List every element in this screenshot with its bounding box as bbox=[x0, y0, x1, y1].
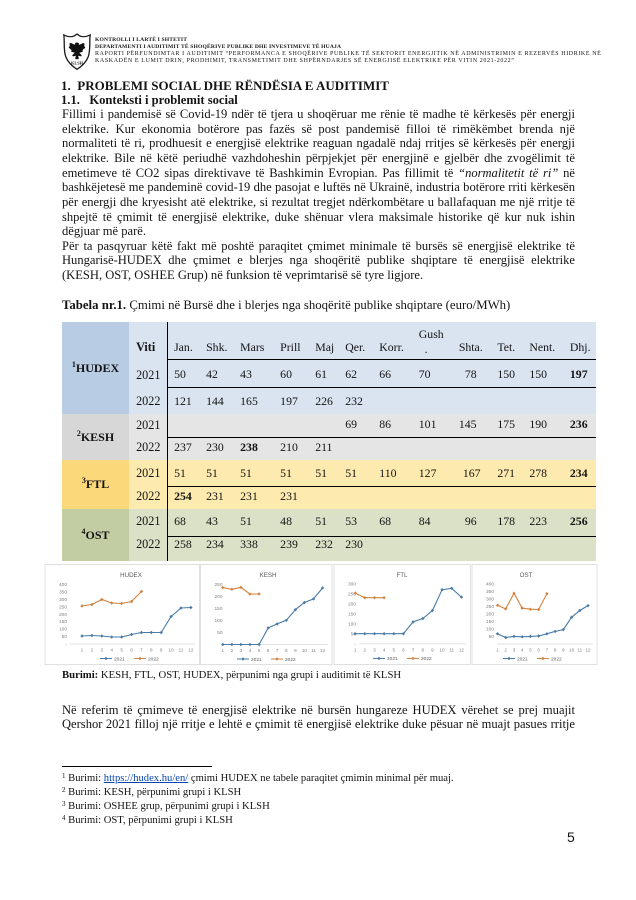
svg-text:5: 5 bbox=[393, 647, 396, 652]
svg-text:200: 200 bbox=[214, 594, 222, 600]
svg-text:2022: 2022 bbox=[285, 657, 296, 663]
svg-text:100: 100 bbox=[486, 627, 494, 633]
svg-text:2021: 2021 bbox=[387, 656, 398, 662]
svg-text:350: 350 bbox=[59, 589, 67, 595]
svg-text:150: 150 bbox=[486, 619, 494, 625]
svg-text:9: 9 bbox=[562, 648, 565, 653]
svg-text:1: 1 bbox=[496, 648, 499, 653]
svg-text:5: 5 bbox=[258, 648, 261, 653]
svg-text:50: 50 bbox=[351, 632, 357, 638]
svg-text:OST: OST bbox=[520, 572, 533, 579]
svg-text:300: 300 bbox=[486, 597, 494, 603]
svg-text:2022: 2022 bbox=[551, 656, 562, 662]
svg-text:200: 200 bbox=[59, 612, 67, 618]
svg-text:9: 9 bbox=[431, 647, 434, 652]
svg-text:2: 2 bbox=[364, 647, 367, 652]
svg-text:350: 350 bbox=[486, 589, 494, 595]
svg-text:6: 6 bbox=[402, 647, 405, 652]
svg-text:150: 150 bbox=[214, 606, 222, 612]
svg-text:3: 3 bbox=[240, 648, 243, 653]
svg-text:400: 400 bbox=[59, 582, 67, 588]
svg-text:11: 11 bbox=[449, 647, 454, 652]
svg-text:6: 6 bbox=[130, 648, 133, 653]
svg-text:1: 1 bbox=[222, 648, 225, 653]
svg-text:11: 11 bbox=[311, 648, 316, 653]
svg-text:12: 12 bbox=[320, 648, 326, 653]
svg-text:150: 150 bbox=[348, 612, 356, 618]
svg-text:250: 250 bbox=[348, 592, 356, 598]
svg-text:50: 50 bbox=[489, 634, 495, 640]
svg-text:2: 2 bbox=[504, 648, 507, 653]
svg-text:12: 12 bbox=[585, 648, 591, 653]
svg-text:4: 4 bbox=[383, 647, 386, 652]
svg-text:2021: 2021 bbox=[517, 656, 528, 662]
svg-text:10: 10 bbox=[440, 647, 446, 652]
svg-text:1: 1 bbox=[354, 647, 357, 652]
svg-text:HUDEX: HUDEX bbox=[120, 572, 142, 579]
svg-text:2022: 2022 bbox=[421, 656, 432, 662]
svg-text:11: 11 bbox=[179, 648, 184, 653]
svg-text:300: 300 bbox=[348, 582, 356, 588]
svg-text:250: 250 bbox=[214, 582, 222, 588]
svg-text:2022: 2022 bbox=[148, 656, 159, 662]
svg-text:KESH: KESH bbox=[260, 572, 277, 579]
svg-text:250: 250 bbox=[59, 604, 67, 610]
svg-text:4: 4 bbox=[521, 648, 524, 653]
svg-text:8: 8 bbox=[554, 648, 557, 653]
svg-text:400: 400 bbox=[486, 582, 494, 588]
svg-text:10: 10 bbox=[302, 648, 308, 653]
svg-text:10: 10 bbox=[569, 648, 575, 653]
svg-text:300: 300 bbox=[59, 597, 67, 603]
svg-text:4: 4 bbox=[249, 648, 252, 653]
svg-text:7: 7 bbox=[412, 647, 415, 652]
svg-text:FTL: FTL bbox=[396, 572, 408, 579]
svg-text:100: 100 bbox=[59, 627, 67, 633]
svg-text:7: 7 bbox=[546, 648, 549, 653]
svg-text:250: 250 bbox=[486, 604, 494, 610]
svg-text:-: - bbox=[354, 643, 356, 648]
svg-text:2021: 2021 bbox=[251, 657, 262, 663]
svg-text:6: 6 bbox=[537, 648, 540, 653]
svg-text:3: 3 bbox=[373, 647, 376, 652]
svg-text:KLSH: KLSH bbox=[71, 61, 84, 66]
svg-text:9: 9 bbox=[160, 648, 163, 653]
svg-text:-: - bbox=[65, 643, 67, 648]
svg-text:5: 5 bbox=[120, 648, 123, 653]
svg-text:10: 10 bbox=[169, 648, 175, 653]
svg-text:5: 5 bbox=[529, 648, 532, 653]
svg-text:8: 8 bbox=[150, 648, 153, 653]
svg-text:1: 1 bbox=[81, 648, 84, 653]
svg-text:7: 7 bbox=[140, 648, 143, 653]
svg-text:8: 8 bbox=[422, 647, 425, 652]
svg-text:7: 7 bbox=[276, 648, 279, 653]
svg-text:100: 100 bbox=[348, 622, 356, 628]
svg-text:200: 200 bbox=[348, 602, 356, 608]
svg-text:50: 50 bbox=[217, 630, 223, 636]
svg-text:12: 12 bbox=[188, 648, 194, 653]
svg-text:11: 11 bbox=[577, 648, 582, 653]
svg-text:2021: 2021 bbox=[114, 656, 125, 662]
svg-text:2: 2 bbox=[91, 648, 94, 653]
svg-text:4: 4 bbox=[110, 648, 113, 653]
svg-text:50: 50 bbox=[62, 634, 68, 640]
svg-text:150: 150 bbox=[59, 619, 67, 625]
svg-text:-: - bbox=[221, 643, 223, 648]
svg-text:9: 9 bbox=[294, 648, 297, 653]
svg-text:8: 8 bbox=[285, 648, 288, 653]
svg-text:3: 3 bbox=[513, 648, 516, 653]
svg-text:100: 100 bbox=[214, 618, 222, 624]
svg-text:200: 200 bbox=[486, 612, 494, 618]
svg-text:12: 12 bbox=[459, 647, 465, 652]
svg-text:6: 6 bbox=[267, 648, 270, 653]
svg-text:3: 3 bbox=[101, 648, 104, 653]
svg-text:2: 2 bbox=[231, 648, 234, 653]
